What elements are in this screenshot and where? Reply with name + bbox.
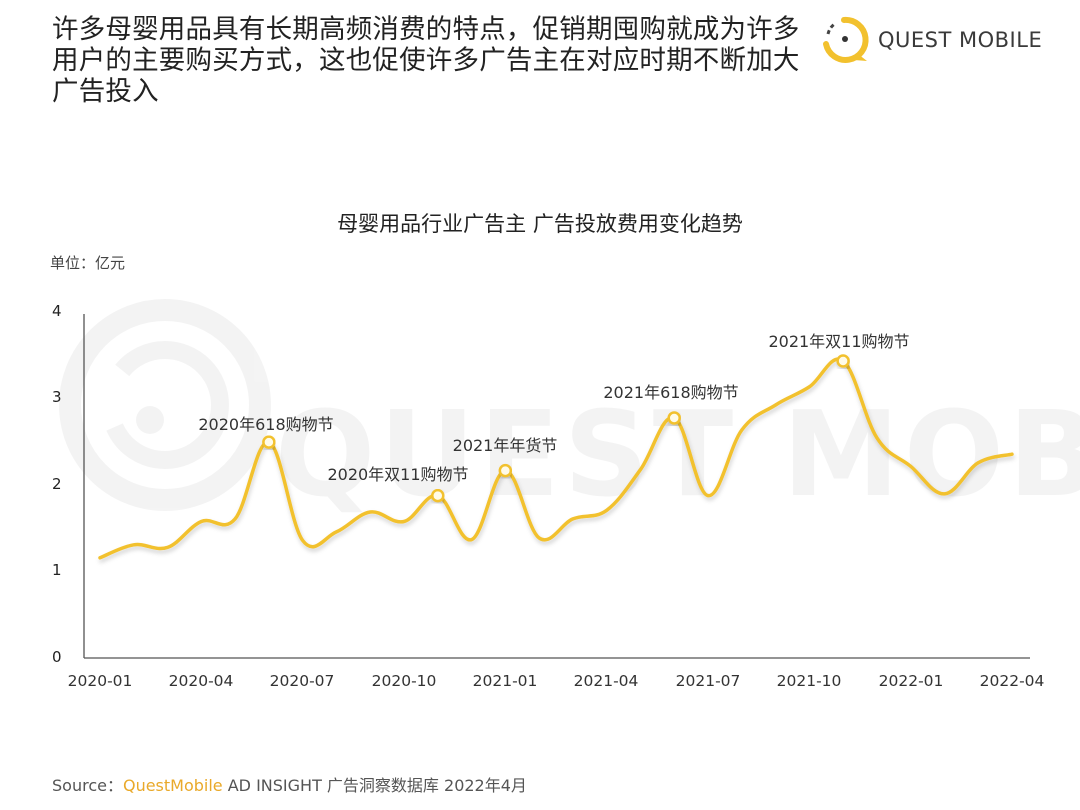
- x-tick: 2020-10: [371, 672, 437, 690]
- y-tick-0: 0: [52, 648, 62, 666]
- y-tick-1: 1: [52, 561, 62, 579]
- y-tick-4: 4: [52, 302, 62, 320]
- annotation-label: 2021年年货节: [452, 436, 558, 455]
- headline-line-1: 许多母婴用品具有长期高频消费的特点，促销期囤购就成为许多: [52, 14, 800, 45]
- x-tick: 2021-01: [472, 672, 538, 690]
- annotation-marker: [836, 354, 850, 368]
- headline: 许多母婴用品具有长期高频消费的特点，促销期囤购就成为许多 用户的主要购买方式，这…: [52, 14, 812, 107]
- annotation-label: 2021年618购物节: [603, 383, 739, 402]
- annotation-label: 2020年双11购物节: [327, 465, 469, 484]
- x-tick: 2022-04: [979, 672, 1045, 690]
- x-tick: 2021-10: [776, 672, 842, 690]
- y-tick-3: 3: [52, 388, 62, 406]
- x-tick: 2020-07: [269, 672, 335, 690]
- annotation-markers: [262, 354, 850, 503]
- annotation-marker: [431, 488, 445, 503]
- annotation-label: 2020年618购物节: [198, 415, 334, 434]
- quest-mobile-logo-icon: [823, 16, 869, 63]
- logo-text: QUEST MOBILE: [878, 28, 1043, 52]
- quest-mobile-logo: QUEST MOBILE: [818, 14, 1042, 66]
- source-brand: QuestMobile: [122, 776, 223, 795]
- source-rest: AD INSIGHT 广告洞察数据库 2022年4月: [222, 776, 527, 795]
- source-prefix: Source：: [52, 776, 123, 795]
- x-tick: 2020-04: [168, 672, 234, 690]
- source-note: Source：QuestMobile AD INSIGHT 广告洞察数据库 20…: [52, 772, 527, 796]
- annotation-marker: [498, 463, 513, 478]
- y-tick-2: 2: [52, 475, 62, 493]
- chart-title: 母婴用品行业广告主 广告投放费用变化趋势: [337, 212, 743, 236]
- x-tick: 2020-01: [67, 672, 133, 690]
- svg-text:QUEST MOBILE: QUEST MOBILE: [275, 385, 1080, 523]
- annotation-label: 2021年双11购物节: [768, 332, 910, 351]
- headline-line-3: 广告投入: [52, 76, 159, 107]
- annotation-marker: [667, 411, 681, 425]
- unit-label: 单位：亿元: [50, 254, 126, 272]
- annotation-marker: [262, 435, 276, 449]
- headline-line-2: 用户的主要购买方式，这也促使许多广告主在对应时期不断加大: [52, 45, 800, 76]
- x-tick: 2022-01: [878, 672, 944, 690]
- x-tick: 2021-07: [675, 672, 741, 690]
- series-line: [98, 357, 1014, 560]
- x-tick: 2021-04: [573, 672, 639, 690]
- watermark: QUEST MOBILE: [59, 299, 1080, 523]
